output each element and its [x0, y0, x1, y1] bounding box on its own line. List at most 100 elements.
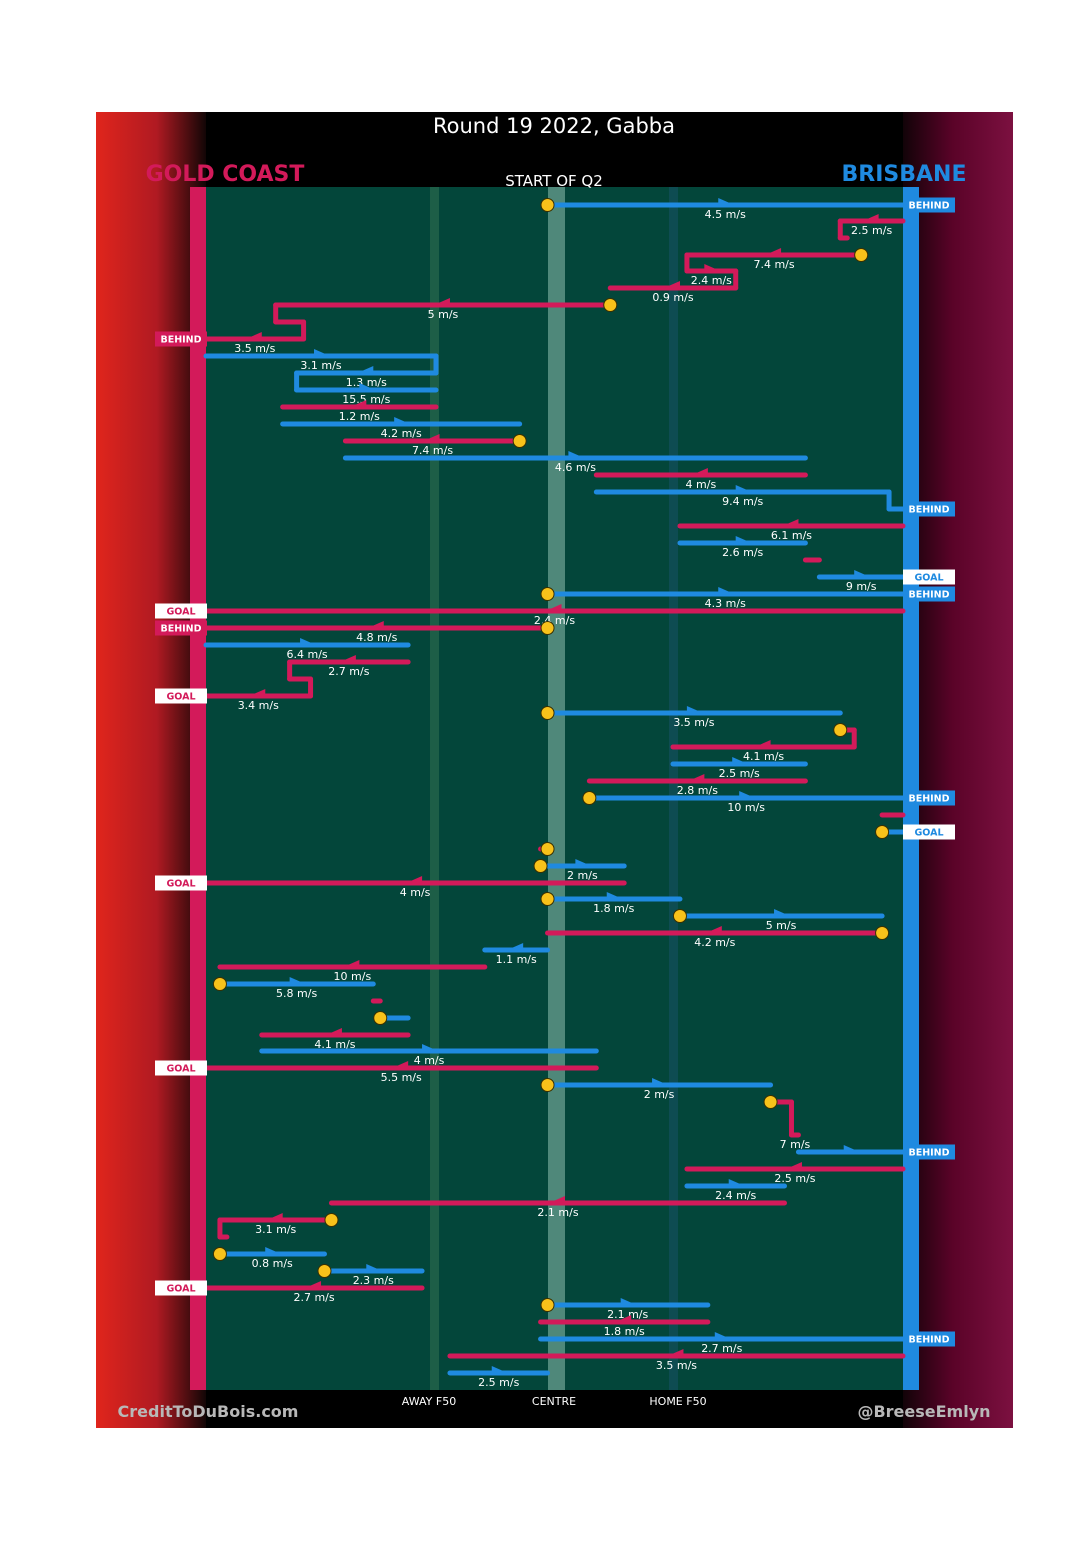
direction-arrow [433, 298, 450, 306]
speed-label: 3.5 m/s [656, 1359, 697, 1372]
goal-badge [155, 1280, 207, 1296]
direction-arrow [394, 417, 411, 425]
footer-handle: @BreeseEmlyn [857, 1402, 990, 1421]
speed-label: 1.3 m/s [346, 376, 387, 389]
direction-arrow [728, 1179, 745, 1187]
behind-badge [903, 501, 955, 517]
behind-label: BEHIND [908, 1335, 949, 1346]
direction-arrow [289, 977, 306, 985]
ball-marker [833, 723, 848, 737]
direction-arrow [705, 926, 722, 934]
speed-label: 2.7 m/s [293, 1291, 334, 1304]
home-f50-line [669, 187, 678, 1390]
speed-label: 2.5 m/s [851, 224, 892, 237]
direction-arrow [245, 332, 262, 340]
goal-badge [155, 603, 207, 619]
speed-label: 3.1 m/s [255, 1223, 296, 1236]
behind-label: BEHIND [908, 1148, 949, 1159]
direction-arrow [359, 383, 376, 391]
speed-label: 2 m/s [644, 1088, 675, 1101]
left-team-name: GOLD COAST [146, 162, 305, 187]
behind-badge [155, 331, 207, 347]
direction-arrow [422, 1044, 439, 1052]
speed-label: 15.5 m/s [342, 393, 390, 406]
ball-marker [540, 1078, 555, 1092]
direction-arrow [314, 349, 331, 357]
behind-badge [903, 586, 955, 602]
direction-arrow [350, 400, 367, 408]
direction-arrow [406, 876, 423, 884]
speed-label: 4 m/s [686, 478, 717, 491]
speed-label: 4 m/s [414, 1054, 445, 1067]
speed-label: 4.1 m/s [314, 1038, 355, 1051]
goal-label: GOAL [166, 692, 195, 703]
speed-label: 2.1 m/s [607, 1308, 648, 1321]
speed-label: 7.4 m/s [412, 444, 453, 457]
speed-label: 9 m/s [846, 580, 877, 593]
direction-arrow [366, 1264, 383, 1272]
away-f50-label: AWAY F50 [402, 1395, 456, 1408]
ball-marker [540, 706, 555, 720]
ball-marker [533, 859, 548, 873]
direction-arrow [339, 655, 356, 663]
direction-arrow [265, 1247, 282, 1255]
speed-label: 2.7 m/s [328, 665, 369, 678]
speed-label: 2.4 m/s [691, 274, 732, 287]
direction-arrow [325, 1028, 342, 1036]
ball-marker [582, 791, 597, 805]
direction-arrow [782, 519, 799, 527]
direction-arrow [305, 1281, 322, 1289]
direction-arrow [343, 960, 360, 968]
speed-label: 6.1 m/s [771, 529, 812, 542]
behind-label: BEHIND [908, 590, 949, 601]
speed-label: 0.9 m/s [652, 291, 693, 304]
left-goal-bar [190, 187, 206, 1390]
speed-label: 2.1 m/s [537, 1206, 578, 1219]
goal-badge [155, 875, 207, 891]
speed-label: 1.8 m/s [604, 1325, 645, 1338]
speed-label: 4.8 m/s [356, 631, 397, 644]
speed-label: 2.7 m/s [701, 1342, 742, 1355]
speed-label: 10 m/s [334, 970, 372, 983]
goal-label: GOAL [914, 573, 943, 584]
behind-label: BEHIND [160, 624, 201, 635]
speed-label: 4.3 m/s [705, 597, 746, 610]
speed-label: 2 m/s [567, 869, 598, 882]
speed-label: 2.3 m/s [353, 1274, 394, 1287]
direction-arrow [691, 468, 708, 476]
speed-label: 2.4 m/s [534, 614, 575, 627]
ball-marker [540, 1298, 555, 1312]
ball-marker [540, 842, 555, 856]
ball-marker [512, 434, 527, 448]
direction-arrow [423, 434, 440, 442]
left-team-gradient [96, 112, 206, 1428]
direction-arrow [735, 536, 752, 544]
speed-label: 5.8 m/s [276, 987, 317, 1000]
direction-arrow [545, 604, 562, 612]
direction-arrow [739, 791, 756, 799]
direction-arrow [862, 214, 879, 222]
ball-marker [212, 1247, 227, 1261]
direction-arrow [686, 706, 703, 714]
direction-arrow [663, 281, 680, 289]
ball-marker [763, 1095, 778, 1109]
speed-label: 2.5 m/s [719, 767, 760, 780]
direction-arrow [754, 740, 771, 748]
behind-badge [903, 1331, 955, 1347]
direction-arrow [652, 1078, 669, 1086]
goal-label: GOAL [166, 1064, 195, 1075]
speed-label: 1.2 m/s [339, 410, 380, 423]
ball-marker [854, 248, 869, 262]
footer-site: CreditToDuBois.com [118, 1402, 299, 1421]
direction-arrow [704, 264, 721, 272]
speed-label: 3.5 m/s [673, 716, 714, 729]
behind-label: BEHIND [160, 335, 201, 346]
speed-label: 5 m/s [766, 919, 797, 932]
goal-badge [155, 688, 207, 704]
goal-badge [903, 569, 955, 585]
behind-label: BEHIND [908, 505, 949, 516]
speed-label: 0.8 m/s [252, 1257, 293, 1270]
speed-label: 3.4 m/s [238, 699, 279, 712]
ball-marker [875, 926, 890, 940]
